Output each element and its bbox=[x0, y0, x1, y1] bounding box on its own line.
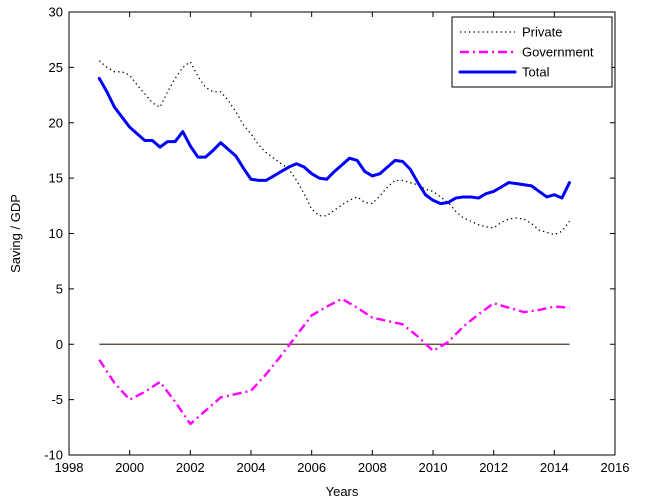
legend: Private Government Total bbox=[451, 16, 613, 88]
y-axis: -10 -5 0 5 10 15 20 25 30 bbox=[44, 5, 615, 463]
x-tick-label: 2010 bbox=[419, 460, 448, 475]
x-axis: 1998 2000 2002 2004 2006 2008 2010 2012 2014 2016 bbox=[55, 12, 630, 475]
y-tick-label: 0 bbox=[56, 337, 63, 352]
legend-box bbox=[451, 16, 613, 88]
y-tick-label: 30 bbox=[49, 5, 63, 20]
x-tick-label: 2006 bbox=[297, 460, 326, 475]
series-line-total bbox=[97, 76, 571, 206]
y-tick-label: 25 bbox=[49, 60, 63, 75]
y-tick-label: 10 bbox=[49, 226, 63, 241]
y-axis-label: Saving / GDP bbox=[8, 194, 23, 273]
x-tick-label: 2014 bbox=[540, 460, 569, 475]
x-tick-label: 2012 bbox=[479, 460, 508, 475]
x-tick-label: 2016 bbox=[601, 460, 630, 475]
x-tick-label: 2000 bbox=[115, 460, 144, 475]
x-tick-label: 2002 bbox=[176, 460, 205, 475]
y-tick-label: -5 bbox=[51, 392, 63, 407]
y-tick-label: 15 bbox=[49, 171, 63, 186]
legend-label-total: Total bbox=[522, 65, 550, 80]
series-line-government bbox=[98, 297, 570, 426]
x-tick-label: 2004 bbox=[237, 460, 266, 475]
legend-label-government: Government bbox=[522, 45, 594, 60]
x-tick-label: 1998 bbox=[55, 460, 84, 475]
y-tick-label: -10 bbox=[44, 448, 63, 463]
series-layer bbox=[97, 60, 571, 426]
y-tick-label: 5 bbox=[56, 281, 63, 296]
series-line-private bbox=[98, 60, 571, 236]
y-tick-label: 20 bbox=[49, 115, 63, 130]
legend-label-private: Private bbox=[522, 25, 562, 40]
x-tick-label: 2008 bbox=[358, 460, 387, 475]
x-axis-label: Years bbox=[326, 484, 359, 499]
